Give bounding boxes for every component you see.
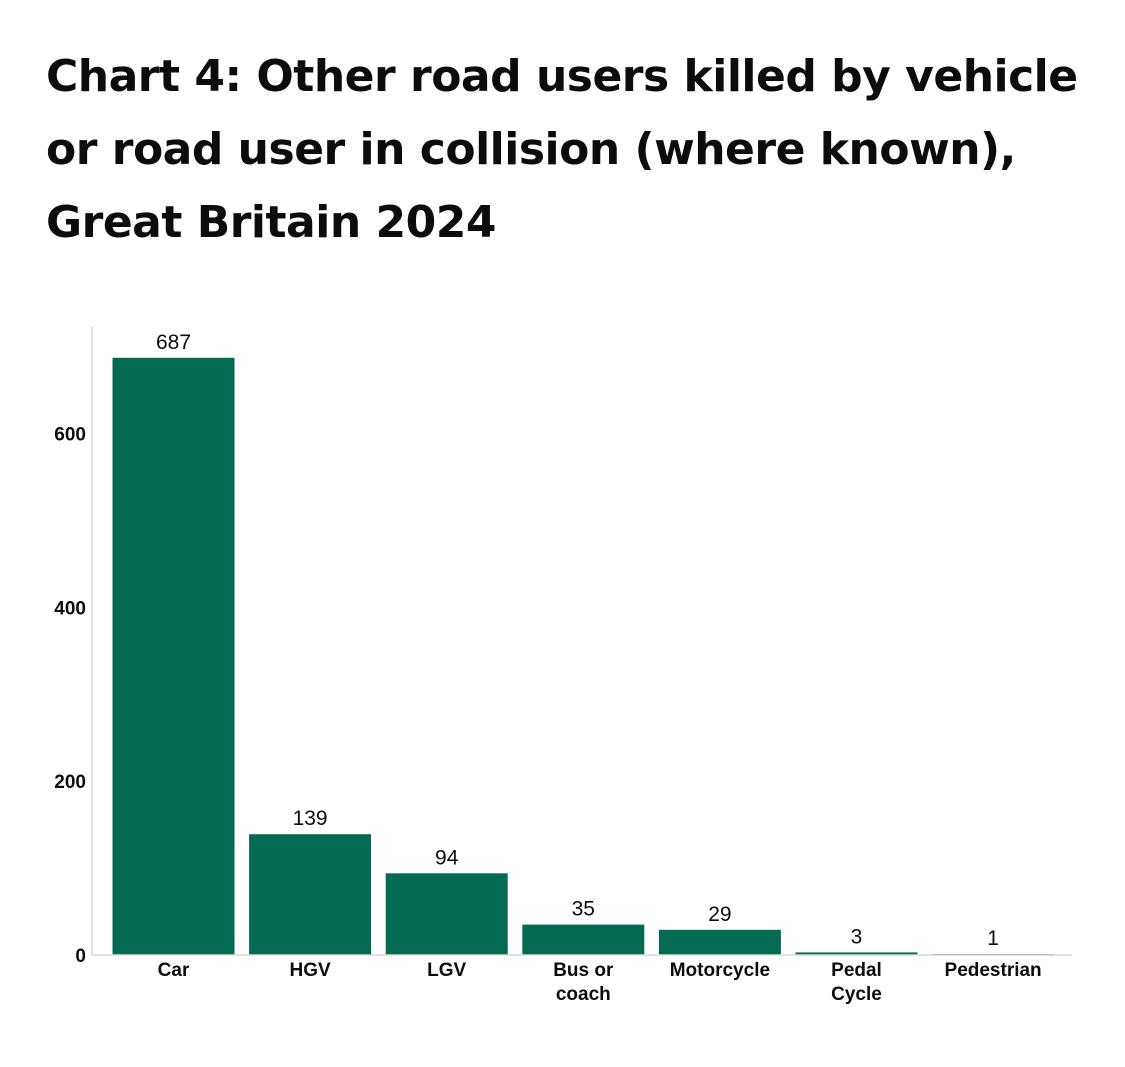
- x-tick-label-line: Motorcycle: [670, 960, 770, 981]
- y-tick-label: 0: [75, 946, 86, 967]
- y-axis: 0 200 400 600: [54, 327, 93, 967]
- x-axis: Car HGV LGV Bus or coach Motorcycle Pedal Cycle…: [92, 954, 1072, 1005]
- bar: [658, 929, 781, 955]
- x-tick-label: Pedestrian: [945, 960, 1042, 981]
- x-tick-label-line: Pedal: [831, 960, 882, 981]
- x-tick-label: Motorcycle: [670, 960, 770, 981]
- data-label: 687: [156, 331, 191, 354]
- y-tick-label: 200: [54, 772, 86, 793]
- data-label: 3: [851, 925, 863, 948]
- x-tick-label: Pedal Cycle: [831, 960, 882, 1005]
- x-tick-label-line: coach: [556, 984, 611, 1005]
- bar: [385, 873, 508, 955]
- x-tick-label: Car: [158, 960, 190, 981]
- y-tick-label: 600: [54, 424, 86, 445]
- data-label: 35: [572, 898, 595, 921]
- x-tick-label: Bus or coach: [553, 960, 614, 1005]
- data-labels: 687 139 94 35 29 3 1: [156, 331, 999, 950]
- bar: [795, 952, 918, 955]
- x-tick-label-line: Bus or: [553, 960, 614, 981]
- chart-title: Chart 4: Other road users killed by vehi…: [46, 51, 1078, 248]
- bars: [112, 357, 1055, 956]
- x-tick-label-line: HGV: [290, 960, 332, 981]
- x-tick-label-line: LGV: [427, 960, 466, 981]
- bar: [112, 357, 235, 955]
- x-tick-label-line: Cycle: [831, 984, 882, 1005]
- data-label: 1: [987, 927, 999, 950]
- x-tick-label: HGV: [290, 960, 332, 981]
- y-tick-label: 400: [54, 598, 86, 619]
- bar: [522, 924, 645, 955]
- bar: [249, 834, 372, 955]
- x-tick-label: LGV: [427, 960, 466, 981]
- data-label: 139: [293, 807, 328, 830]
- data-label: 94: [435, 846, 459, 869]
- x-tick-label-line: Car: [158, 960, 190, 981]
- x-tick-label-line: Pedestrian: [945, 960, 1042, 981]
- data-label: 29: [708, 903, 731, 926]
